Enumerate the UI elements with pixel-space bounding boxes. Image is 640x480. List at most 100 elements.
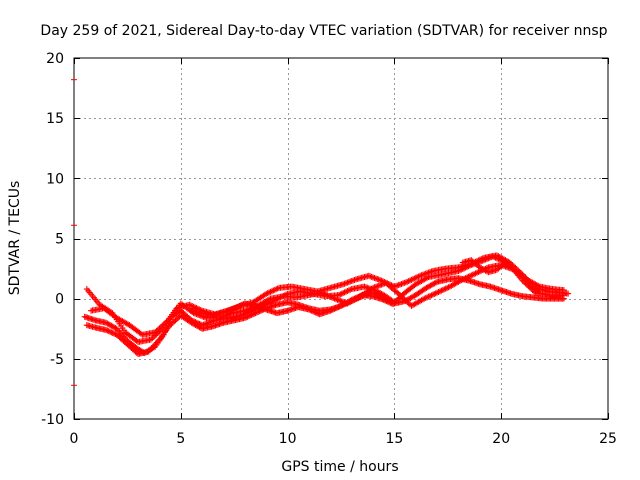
data-point [231, 305, 238, 312]
data-point [336, 303, 343, 310]
y-tick-label: 15 [46, 111, 64, 127]
data-point [354, 294, 361, 301]
data-point [422, 294, 429, 301]
data-point [383, 298, 390, 305]
data-point [153, 328, 160, 335]
data-point [409, 276, 416, 283]
y-tick-label: -5 [50, 352, 64, 368]
data-series-6 [459, 257, 542, 295]
data-point [415, 273, 422, 280]
data-point [412, 274, 419, 281]
data-point [344, 288, 351, 295]
data-point [441, 286, 448, 293]
y-tick-label: 10 [46, 171, 64, 187]
data-point [398, 293, 405, 300]
data-point [233, 304, 240, 311]
data-point [560, 287, 567, 294]
data-point [351, 295, 358, 302]
data-point [469, 271, 476, 278]
data-point [320, 290, 327, 297]
data-point [189, 303, 196, 310]
edge-marks [71, 79, 77, 386]
data-point [350, 296, 357, 303]
x-tick-labels: 0 5 10 15 20 25 [70, 431, 617, 447]
data-point [157, 324, 164, 331]
data-point [535, 282, 542, 289]
data-point [187, 302, 194, 309]
data-point [111, 330, 118, 337]
data-point [427, 292, 433, 299]
data-point [345, 287, 352, 294]
data-point [395, 290, 402, 297]
data-point [305, 306, 312, 313]
y-tick-label: 0 [55, 292, 64, 308]
y-axis-label: SDTVAR / TECUs [7, 181, 23, 296]
y-tick-labels: -10 -5 0 5 10 15 20 [41, 51, 64, 428]
grid-lines [74, 58, 608, 419]
data-point [274, 285, 281, 292]
data-point [407, 277, 414, 284]
data-point [356, 293, 363, 300]
data-point [104, 327, 111, 334]
data-series-2 [83, 275, 567, 358]
data-point [268, 288, 275, 295]
data-point [348, 296, 355, 303]
data-point [325, 292, 332, 299]
data-point [327, 307, 334, 314]
data-point [471, 271, 478, 278]
data-point [239, 301, 246, 308]
data-point [435, 288, 442, 295]
data-point [337, 291, 344, 298]
data-point [147, 336, 154, 343]
data-point [472, 270, 479, 277]
data-point [335, 292, 342, 299]
data-point [155, 326, 162, 333]
data-point [560, 295, 567, 302]
data-series-5 [188, 292, 397, 319]
data-point [411, 275, 418, 282]
data-point [408, 276, 415, 283]
data-point [414, 274, 421, 281]
data-point [308, 307, 315, 314]
data-point [382, 297, 389, 304]
data-point [247, 312, 254, 319]
data-point [397, 292, 404, 299]
data-point [237, 302, 244, 309]
data-point [109, 329, 116, 336]
data-point [404, 298, 411, 305]
data-point [329, 306, 336, 313]
x-tick-label: 5 [176, 431, 185, 447]
data-point [108, 329, 115, 336]
data-point [133, 349, 140, 356]
data-point [444, 284, 451, 291]
data-point [432, 279, 439, 286]
data-point [459, 276, 466, 283]
data-point [149, 335, 156, 342]
data-point [107, 328, 114, 335]
data-point [332, 305, 339, 312]
data-point [117, 330, 124, 337]
data-point [331, 305, 338, 312]
data-point [241, 314, 248, 321]
y-tick-label: 5 [55, 232, 64, 248]
data-point [267, 288, 274, 295]
data-markers [81, 252, 572, 358]
data-point [399, 294, 406, 301]
data-point [402, 297, 409, 304]
data-point [387, 299, 394, 306]
data-point [186, 301, 193, 308]
data-point [264, 290, 271, 297]
data-point [535, 288, 542, 295]
data-point [152, 329, 159, 336]
data-point [380, 296, 387, 303]
data-point [386, 299, 393, 306]
data-point [442, 285, 449, 292]
data-point [243, 314, 250, 321]
data-point [461, 275, 468, 282]
x-tick-label: 0 [70, 431, 79, 447]
data-point [263, 290, 270, 297]
data-point [475, 257, 482, 264]
data-point [159, 322, 166, 329]
x-axis-label: GPS time / hours [281, 459, 398, 475]
data-point [245, 313, 252, 320]
